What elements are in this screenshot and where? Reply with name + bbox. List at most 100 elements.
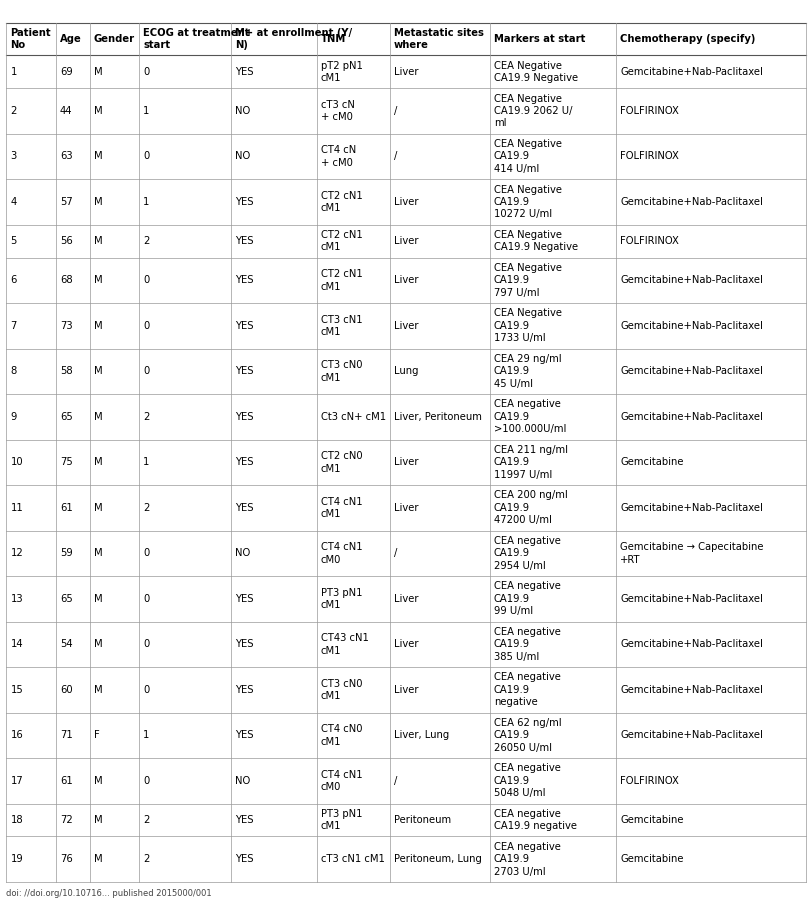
Text: 59: 59 [60,548,73,558]
Text: Gemcitabine+Nab-Paclitaxel: Gemcitabine+Nab-Paclitaxel [621,594,763,604]
Text: cT3 cN1 cM1: cT3 cN1 cM1 [321,854,385,864]
Text: CEA Negative
CA19.9
1733 U/ml: CEA Negative CA19.9 1733 U/ml [494,309,562,343]
Text: M: M [94,815,103,825]
Text: 4: 4 [11,197,17,207]
Text: 73: 73 [60,321,73,331]
Text: CEA Negative
CA19.9 2062 U/
ml: CEA Negative CA19.9 2062 U/ ml [494,94,572,129]
Text: M: M [94,366,103,376]
Text: M: M [94,412,103,422]
Text: Gender: Gender [94,34,135,44]
Text: M: M [94,197,103,207]
Text: Liver: Liver [394,197,419,207]
Text: 18: 18 [11,815,23,825]
Text: YES: YES [235,503,254,513]
Text: YES: YES [235,854,254,864]
Text: Liver, Peritoneum: Liver, Peritoneum [394,412,482,422]
Text: 56: 56 [60,236,73,247]
Text: 0: 0 [143,548,149,558]
Text: M: M [94,639,103,650]
Text: 2: 2 [143,236,149,247]
Text: Peritoneum, Lung: Peritoneum, Lung [394,854,482,864]
Text: Gemcitabine: Gemcitabine [621,457,684,467]
Text: 15: 15 [11,685,23,695]
Text: YES: YES [235,197,254,207]
Text: 0: 0 [143,321,149,331]
Text: CEA 200 ng/ml
CA19.9
47200 U/ml: CEA 200 ng/ml CA19.9 47200 U/ml [494,491,568,526]
Text: CEA Negative
CA19.9 Negative: CEA Negative CA19.9 Negative [494,60,578,83]
Text: YES: YES [235,67,254,76]
Text: Gemcitabine+Nab-Paclitaxel: Gemcitabine+Nab-Paclitaxel [621,67,763,76]
Text: /: / [394,548,398,558]
Text: CEA negative
CA19.9
negative: CEA negative CA19.9 negative [494,672,561,707]
Text: CEA 211 ng/ml
CA19.9
11997 U/ml: CEA 211 ng/ml CA19.9 11997 U/ml [494,445,568,480]
Text: CEA negative
CA19.9
5048 U/ml: CEA negative CA19.9 5048 U/ml [494,763,561,798]
Text: 3: 3 [11,151,17,161]
Text: Chemotherapy (specify): Chemotherapy (specify) [621,34,755,44]
Text: 44: 44 [60,106,73,116]
Text: 61: 61 [60,503,73,513]
Text: 10: 10 [11,457,23,467]
Text: M: M [94,685,103,695]
Text: NO: NO [235,776,250,786]
Text: Gemcitabine+Nab-Paclitaxel: Gemcitabine+Nab-Paclitaxel [621,503,763,513]
Text: CT3 cN1
cM1: CT3 cN1 cM1 [321,315,362,338]
Text: M: M [94,321,103,331]
Text: CEA Negative
CA19.9
797 U/ml: CEA Negative CA19.9 797 U/ml [494,263,562,298]
Text: 14: 14 [11,639,23,650]
Text: YES: YES [235,457,254,467]
Text: M+ at enrollment (Y/
N): M+ at enrollment (Y/ N) [235,28,352,50]
Text: /: / [394,776,398,786]
Text: M: M [94,275,103,285]
Text: NO: NO [235,151,250,161]
Text: CT3 cN0
cM1: CT3 cN0 cM1 [321,360,362,382]
Text: 72: 72 [60,815,73,825]
Text: 13: 13 [11,594,23,604]
Text: 58: 58 [60,366,73,376]
Text: CEA negative
CA19.9
2703 U/ml: CEA negative CA19.9 2703 U/ml [494,842,561,877]
Text: Gemcitabine+Nab-Paclitaxel: Gemcitabine+Nab-Paclitaxel [621,366,763,376]
Text: doi: //doi.org/10.10716... published 2015000/001: doi: //doi.org/10.10716... published 201… [6,889,212,898]
Text: CEA 29 ng/ml
CA19.9
45 U/ml: CEA 29 ng/ml CA19.9 45 U/ml [494,354,562,389]
Text: 2: 2 [143,854,149,864]
Text: YES: YES [235,594,254,604]
Text: 1: 1 [143,197,149,207]
Text: 12: 12 [11,548,23,558]
Text: 0: 0 [143,151,149,161]
Text: 6: 6 [11,275,17,285]
Text: cT3 cN
+ cM0: cT3 cN + cM0 [321,100,355,122]
Text: /: / [394,151,398,161]
Text: FOLFIRINOX: FOLFIRINOX [621,151,679,161]
Text: Gemcitabine+Nab-Paclitaxel: Gemcitabine+Nab-Paclitaxel [621,412,763,422]
Text: 68: 68 [60,275,73,285]
Text: PT3 pN1
cM1: PT3 pN1 cM1 [321,809,362,832]
Text: 19: 19 [11,854,23,864]
Text: Gemcitabine: Gemcitabine [621,815,684,825]
Text: 0: 0 [143,366,149,376]
Text: CT4 cN1
cM1: CT4 cN1 cM1 [321,497,362,519]
Text: Gemcitabine → Capecitabine
+RT: Gemcitabine → Capecitabine +RT [621,542,764,564]
Text: YES: YES [235,366,254,376]
Text: 7: 7 [11,321,17,331]
Text: 2: 2 [143,815,149,825]
Text: CEA negative
CA19.9
99 U/ml: CEA negative CA19.9 99 U/ml [494,581,561,616]
Text: CT2 cN1
cM1: CT2 cN1 cM1 [321,269,362,292]
Text: 0: 0 [143,685,149,695]
Text: 2: 2 [143,412,149,422]
Text: Gemcitabine+Nab-Paclitaxel: Gemcitabine+Nab-Paclitaxel [621,321,763,331]
Text: Gemcitabine+Nab-Paclitaxel: Gemcitabine+Nab-Paclitaxel [621,639,763,650]
Text: CT2 cN1
cM1: CT2 cN1 cM1 [321,230,362,252]
Text: CEA negative
CA19.9
385 U/ml: CEA negative CA19.9 385 U/ml [494,627,561,662]
Text: M: M [94,151,103,161]
Text: Lung: Lung [394,366,419,376]
Text: CT4 cN1
cM0: CT4 cN1 cM0 [321,770,362,792]
Text: Liver: Liver [394,685,419,695]
Text: 17: 17 [11,776,23,786]
Text: YES: YES [235,685,254,695]
Text: YES: YES [235,815,254,825]
Text: Metastatic sites
where: Metastatic sites where [394,28,484,50]
Text: Liver, Lung: Liver, Lung [394,731,449,741]
Text: ECOG at treatment
start: ECOG at treatment start [143,28,250,50]
Text: Patient
No: Patient No [11,28,51,50]
Text: pT2 pN1
cM1: pT2 pN1 cM1 [321,60,363,83]
Text: M: M [94,457,103,467]
